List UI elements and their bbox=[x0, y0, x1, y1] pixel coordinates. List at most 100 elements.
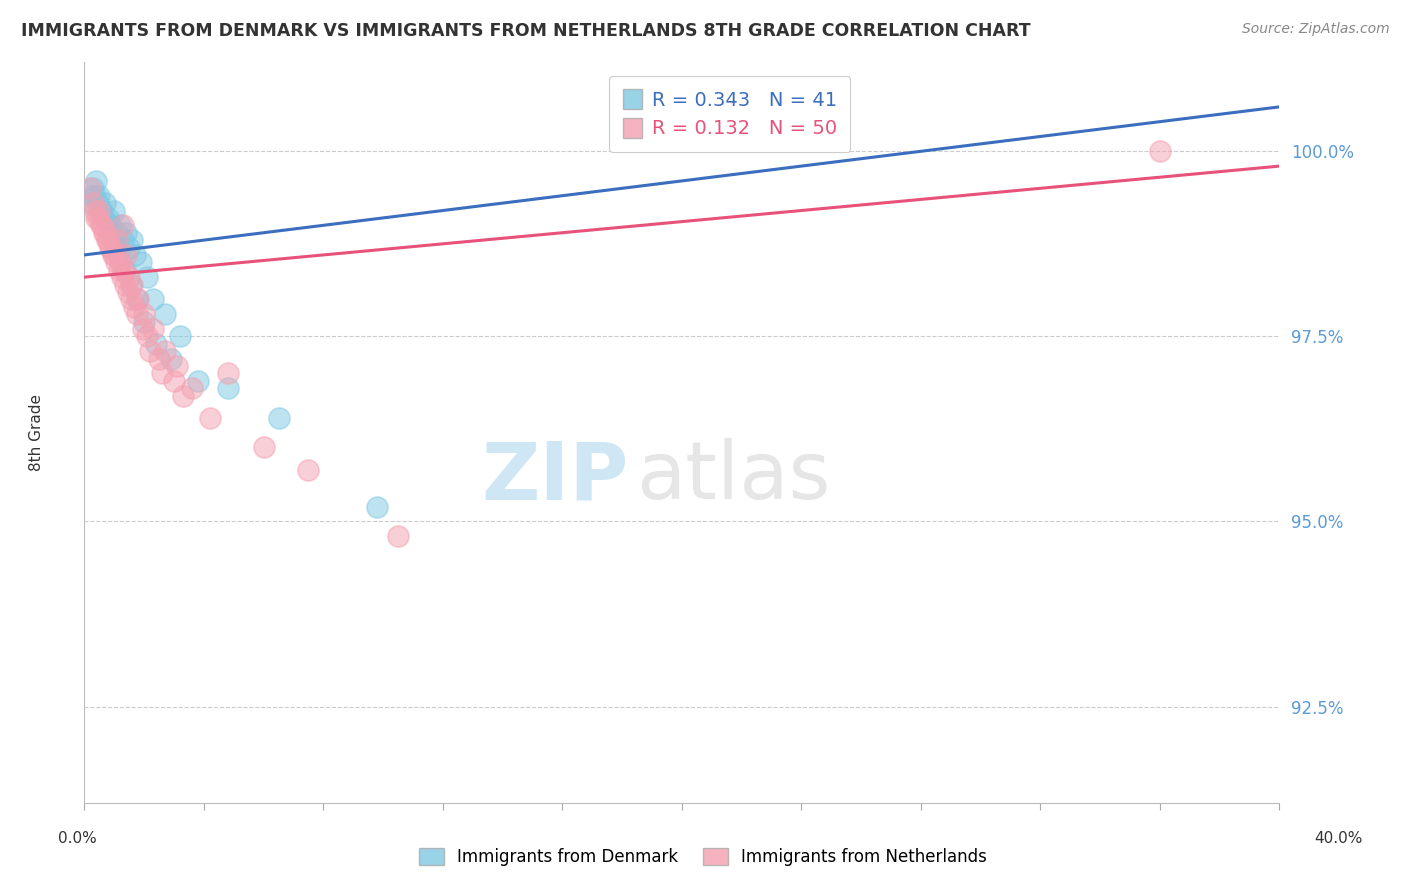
Point bbox=[150, 367, 173, 381]
Point bbox=[120, 293, 142, 307]
Point bbox=[105, 226, 128, 240]
Point bbox=[148, 351, 170, 366]
Point bbox=[125, 293, 148, 307]
Point bbox=[100, 219, 122, 233]
Point bbox=[187, 374, 209, 388]
Point bbox=[125, 307, 148, 321]
Point bbox=[100, 241, 122, 255]
Point bbox=[83, 203, 105, 218]
Point bbox=[387, 529, 409, 543]
Point bbox=[114, 262, 136, 277]
Point bbox=[1149, 145, 1171, 159]
Point bbox=[105, 233, 128, 247]
Point bbox=[94, 196, 117, 211]
Point bbox=[198, 410, 221, 425]
Point bbox=[120, 277, 142, 292]
Point bbox=[181, 381, 204, 395]
Point bbox=[115, 226, 138, 240]
Point bbox=[79, 196, 101, 211]
Point bbox=[82, 196, 104, 211]
Text: 0.0%: 0.0% bbox=[58, 831, 97, 846]
Point bbox=[101, 233, 124, 247]
Point bbox=[86, 211, 108, 225]
Point bbox=[91, 203, 114, 218]
Point bbox=[121, 277, 143, 292]
Point bbox=[132, 315, 156, 329]
Point bbox=[101, 248, 124, 262]
Point bbox=[118, 241, 141, 255]
Point bbox=[98, 241, 121, 255]
Point bbox=[136, 270, 159, 285]
Point bbox=[129, 255, 152, 269]
Point bbox=[136, 329, 159, 343]
Text: atlas: atlas bbox=[637, 438, 831, 516]
Point bbox=[90, 219, 112, 233]
Point bbox=[253, 441, 276, 455]
Point bbox=[86, 174, 108, 188]
Point bbox=[97, 233, 120, 247]
Legend: Immigrants from Denmark, Immigrants from Netherlands: Immigrants from Denmark, Immigrants from… bbox=[411, 840, 995, 875]
Point bbox=[366, 500, 388, 514]
Point bbox=[87, 196, 110, 211]
Point bbox=[103, 203, 125, 218]
Point bbox=[111, 270, 134, 285]
Point bbox=[112, 262, 135, 277]
Point bbox=[96, 219, 118, 233]
Point bbox=[122, 300, 145, 314]
Point bbox=[118, 270, 141, 285]
Point bbox=[90, 203, 112, 218]
Text: IMMIGRANTS FROM DENMARK VS IMMIGRANTS FROM NETHERLANDS 8TH GRADE CORRELATION CHA: IMMIGRANTS FROM DENMARK VS IMMIGRANTS FR… bbox=[21, 22, 1031, 40]
Point bbox=[107, 248, 129, 262]
Text: 40.0%: 40.0% bbox=[1315, 831, 1362, 846]
Point bbox=[160, 351, 183, 366]
Point bbox=[297, 462, 319, 476]
Point bbox=[89, 203, 111, 218]
Point bbox=[82, 181, 104, 195]
Point bbox=[117, 285, 139, 299]
Point bbox=[217, 381, 239, 395]
Point bbox=[89, 188, 111, 202]
Point bbox=[163, 374, 186, 388]
Point bbox=[124, 248, 146, 262]
Point bbox=[172, 389, 194, 403]
Point bbox=[153, 307, 176, 321]
Point bbox=[93, 226, 115, 240]
Point bbox=[145, 336, 167, 351]
Point bbox=[115, 248, 138, 262]
Point bbox=[83, 188, 105, 202]
Point bbox=[87, 211, 110, 225]
Point bbox=[94, 226, 117, 240]
Point bbox=[131, 322, 153, 336]
Text: Source: ZipAtlas.com: Source: ZipAtlas.com bbox=[1241, 22, 1389, 37]
Point bbox=[79, 181, 101, 195]
Point bbox=[121, 233, 143, 247]
Point bbox=[112, 233, 135, 247]
Text: ZIP: ZIP bbox=[481, 438, 628, 516]
Point bbox=[107, 262, 129, 277]
Point bbox=[97, 211, 120, 225]
Point bbox=[80, 188, 103, 202]
Point bbox=[93, 211, 115, 225]
Legend: R = 0.343   N = 41, R = 0.132   N = 50: R = 0.343 N = 41, R = 0.132 N = 50 bbox=[609, 76, 851, 152]
Point bbox=[91, 219, 114, 233]
Point bbox=[169, 329, 191, 343]
Point bbox=[104, 241, 127, 255]
Text: 8th Grade: 8th Grade bbox=[30, 394, 44, 471]
Point bbox=[142, 322, 165, 336]
Point bbox=[103, 248, 125, 262]
Point bbox=[217, 367, 239, 381]
Point bbox=[166, 359, 188, 373]
Point bbox=[98, 226, 121, 240]
Point bbox=[132, 307, 156, 321]
Point bbox=[110, 255, 132, 269]
Point bbox=[112, 219, 135, 233]
Point bbox=[127, 293, 149, 307]
Point bbox=[96, 233, 118, 247]
Point bbox=[139, 344, 162, 359]
Point bbox=[104, 255, 127, 269]
Point bbox=[142, 293, 165, 307]
Point bbox=[110, 219, 132, 233]
Point bbox=[153, 344, 176, 359]
Point bbox=[114, 277, 136, 292]
Point bbox=[267, 410, 290, 425]
